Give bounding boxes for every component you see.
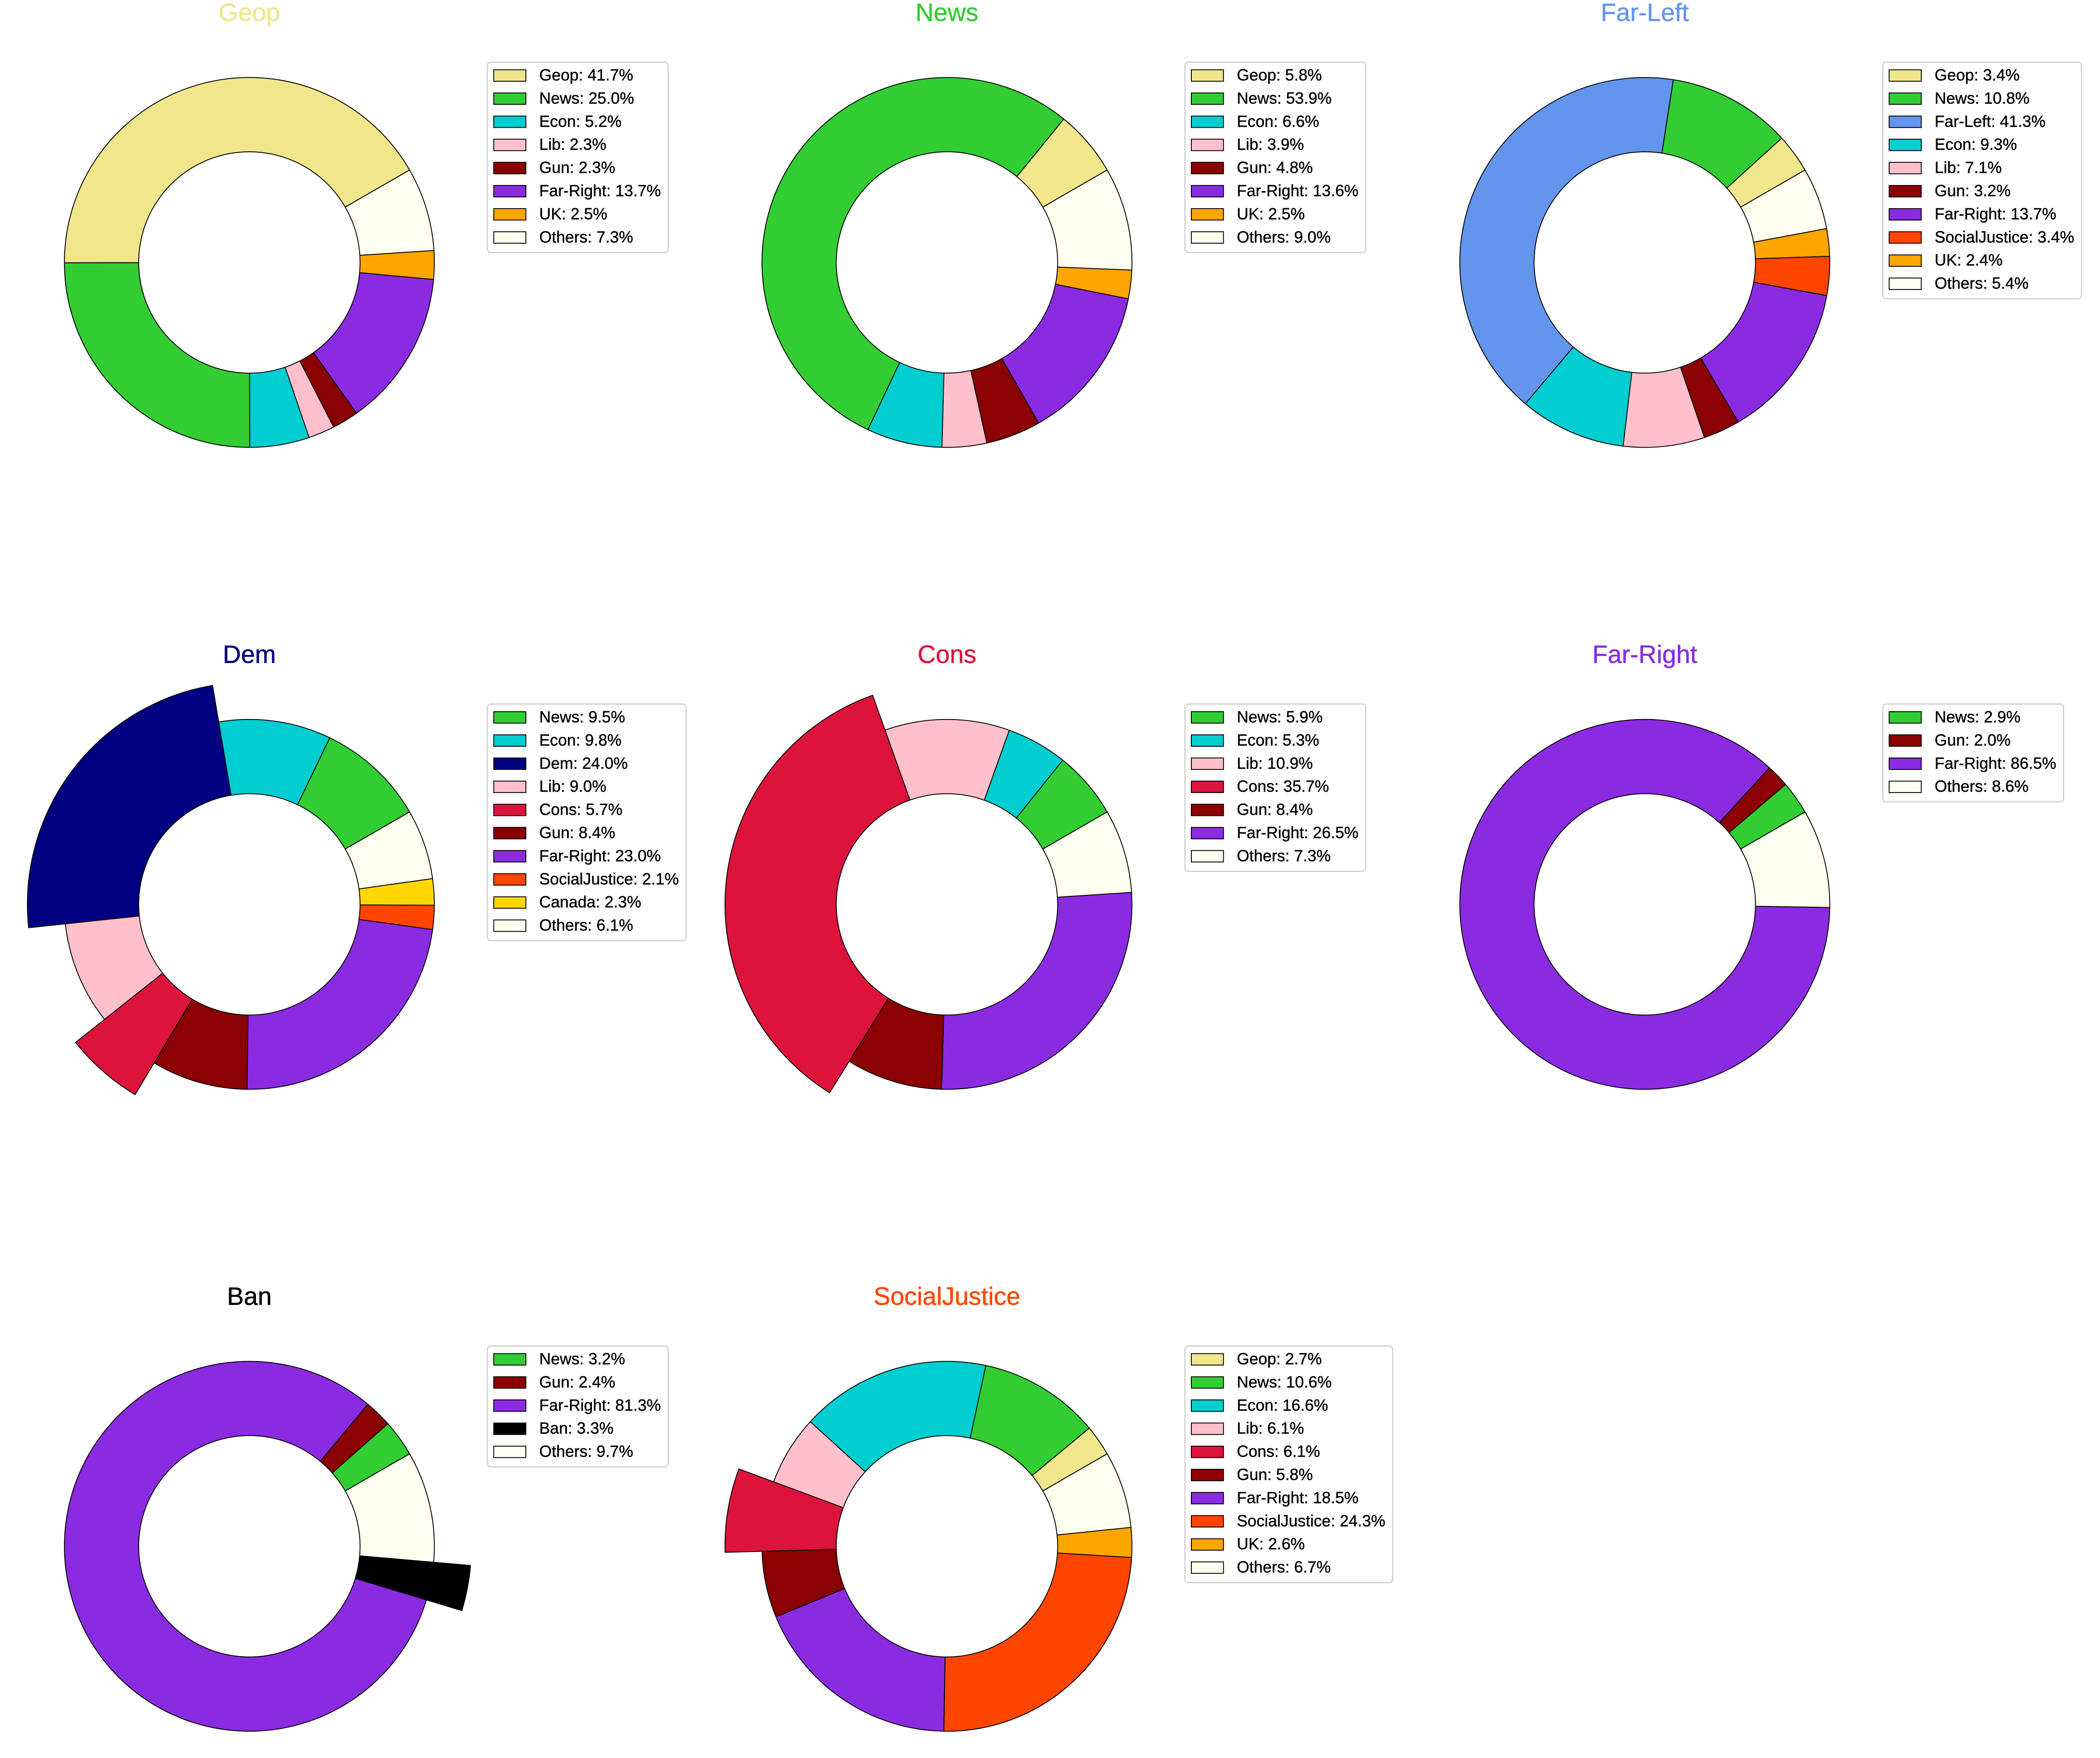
svg-text:Geop: 2.7%: Geop: 2.7%	[1237, 1350, 1322, 1368]
svg-text:Gun: 3.2%: Gun: 3.2%	[1935, 182, 2011, 200]
svg-text:News: 53.9%: News: 53.9%	[1237, 89, 1332, 107]
svg-text:Lib: 3.9%: Lib: 3.9%	[1237, 136, 1304, 154]
svg-text:Gun: 2.3%: Gun: 2.3%	[539, 159, 616, 177]
svg-text:Dem: 24.0%: Dem: 24.0%	[539, 754, 628, 772]
svg-text:Canada: 2.3%: Canada: 2.3%	[539, 893, 641, 911]
svg-text:Lib: 6.1%: Lib: 6.1%	[1237, 1419, 1304, 1437]
svg-text:Geop: 3.4%: Geop: 3.4%	[1935, 66, 2020, 84]
svg-text:Far-Right: 26.5%: Far-Right: 26.5%	[1237, 824, 1358, 842]
svg-text:Ban: Ban	[227, 1283, 272, 1311]
svg-text:Others: 8.6%: Others: 8.6%	[1935, 777, 2029, 795]
svg-text:News: 9.5%: News: 9.5%	[539, 708, 625, 726]
svg-text:UK: 2.6%: UK: 2.6%	[1237, 1535, 1305, 1553]
svg-text:Econ: 6.6%: Econ: 6.6%	[1237, 112, 1319, 130]
svg-text:Ban: 3.3%: Ban: 3.3%	[539, 1419, 614, 1437]
svg-text:Others: 6.1%: Others: 6.1%	[539, 916, 634, 934]
svg-text:Far-Right: 18.5%: Far-Right: 18.5%	[1237, 1489, 1358, 1506]
svg-text:Gun: 4.8%: Gun: 4.8%	[1237, 159, 1313, 177]
svg-text:Cons: 5.7%: Cons: 5.7%	[539, 800, 623, 818]
svg-text:Gun: 8.4%: Gun: 8.4%	[1237, 800, 1313, 818]
svg-text:SocialJustice: 2.1%: SocialJustice: 2.1%	[539, 870, 679, 888]
svg-text:Gun: 2.0%: Gun: 2.0%	[1935, 731, 2011, 749]
svg-text:Far-Right: 81.3%: Far-Right: 81.3%	[539, 1396, 661, 1414]
svg-text:Far-Right: 13.7%: Far-Right: 13.7%	[1935, 205, 2056, 223]
svg-text:Dem: Dem	[223, 641, 276, 669]
svg-text:Econ: 9.8%: Econ: 9.8%	[539, 731, 622, 749]
svg-text:Lib: 9.0%: Lib: 9.0%	[539, 777, 606, 795]
svg-text:Gun: 8.4%: Gun: 8.4%	[539, 824, 616, 842]
svg-text:News: 25.0%: News: 25.0%	[539, 89, 634, 107]
svg-text:Gun: 5.8%: Gun: 5.8%	[1237, 1466, 1313, 1484]
svg-text:Far-Left: 41.3%: Far-Left: 41.3%	[1935, 112, 2046, 130]
svg-text:Geop: 5.8%: Geop: 5.8%	[1237, 66, 1322, 84]
svg-text:News: News	[916, 0, 979, 27]
svg-text:Others: 5.4%: Others: 5.4%	[1935, 274, 2029, 292]
svg-text:Econ: 9.3%: Econ: 9.3%	[1935, 136, 2017, 154]
svg-text:Others: 7.3%: Others: 7.3%	[539, 228, 634, 246]
svg-text:SocialJustice: SocialJustice	[874, 1283, 1021, 1311]
svg-text:Econ: 16.6%: Econ: 16.6%	[1237, 1396, 1328, 1414]
svg-text:Others: 9.0%: Others: 9.0%	[1237, 228, 1331, 246]
svg-text:Lib: 2.3%: Lib: 2.3%	[539, 136, 606, 154]
svg-text:Geop: 41.7%: Geop: 41.7%	[539, 66, 634, 84]
svg-text:Cons: 35.7%: Cons: 35.7%	[1237, 777, 1329, 795]
svg-text:Far-Right: 86.5%: Far-Right: 86.5%	[1935, 754, 2056, 772]
svg-text:Econ: 5.2%: Econ: 5.2%	[539, 112, 622, 130]
svg-text:Others: 6.7%: Others: 6.7%	[1237, 1558, 1331, 1576]
svg-text:UK: 2.5%: UK: 2.5%	[539, 205, 607, 223]
svg-text:News: 2.9%: News: 2.9%	[1935, 708, 2020, 726]
svg-text:Others: 7.3%: Others: 7.3%	[1237, 847, 1331, 865]
svg-text:News: 10.6%: News: 10.6%	[1237, 1373, 1332, 1391]
svg-text:Cons: Cons	[917, 641, 976, 669]
svg-text:Far-Right: 23.0%: Far-Right: 23.0%	[539, 847, 661, 865]
svg-text:Far-Left: Far-Left	[1601, 0, 1689, 27]
svg-text:Econ: 5.3%: Econ: 5.3%	[1237, 731, 1319, 749]
svg-text:SocialJustice: 3.4%: SocialJustice: 3.4%	[1935, 228, 2074, 246]
svg-text:Far-Right: 13.6%: Far-Right: 13.6%	[1237, 182, 1358, 200]
svg-text:Lib: 10.9%: Lib: 10.9%	[1237, 754, 1313, 772]
svg-text:Lib: 7.1%: Lib: 7.1%	[1935, 159, 2002, 177]
svg-text:Far-Right: 13.7%: Far-Right: 13.7%	[539, 182, 661, 200]
svg-text:SocialJustice: 24.3%: SocialJustice: 24.3%	[1237, 1512, 1386, 1530]
svg-text:UK: 2.4%: UK: 2.4%	[1935, 251, 2002, 269]
svg-text:UK: 2.5%: UK: 2.5%	[1237, 205, 1305, 223]
svg-text:News: 10.8%: News: 10.8%	[1935, 89, 2030, 107]
svg-text:Far-Right: Far-Right	[1592, 641, 1698, 669]
svg-text:Others: 9.7%: Others: 9.7%	[539, 1443, 634, 1461]
svg-text:Geop: Geop	[219, 0, 280, 27]
svg-text:News: 5.9%: News: 5.9%	[1237, 708, 1323, 726]
svg-text:Gun: 2.4%: Gun: 2.4%	[539, 1373, 616, 1391]
svg-text:News: 3.2%: News: 3.2%	[539, 1350, 625, 1368]
svg-text:Cons: 6.1%: Cons: 6.1%	[1237, 1443, 1320, 1461]
